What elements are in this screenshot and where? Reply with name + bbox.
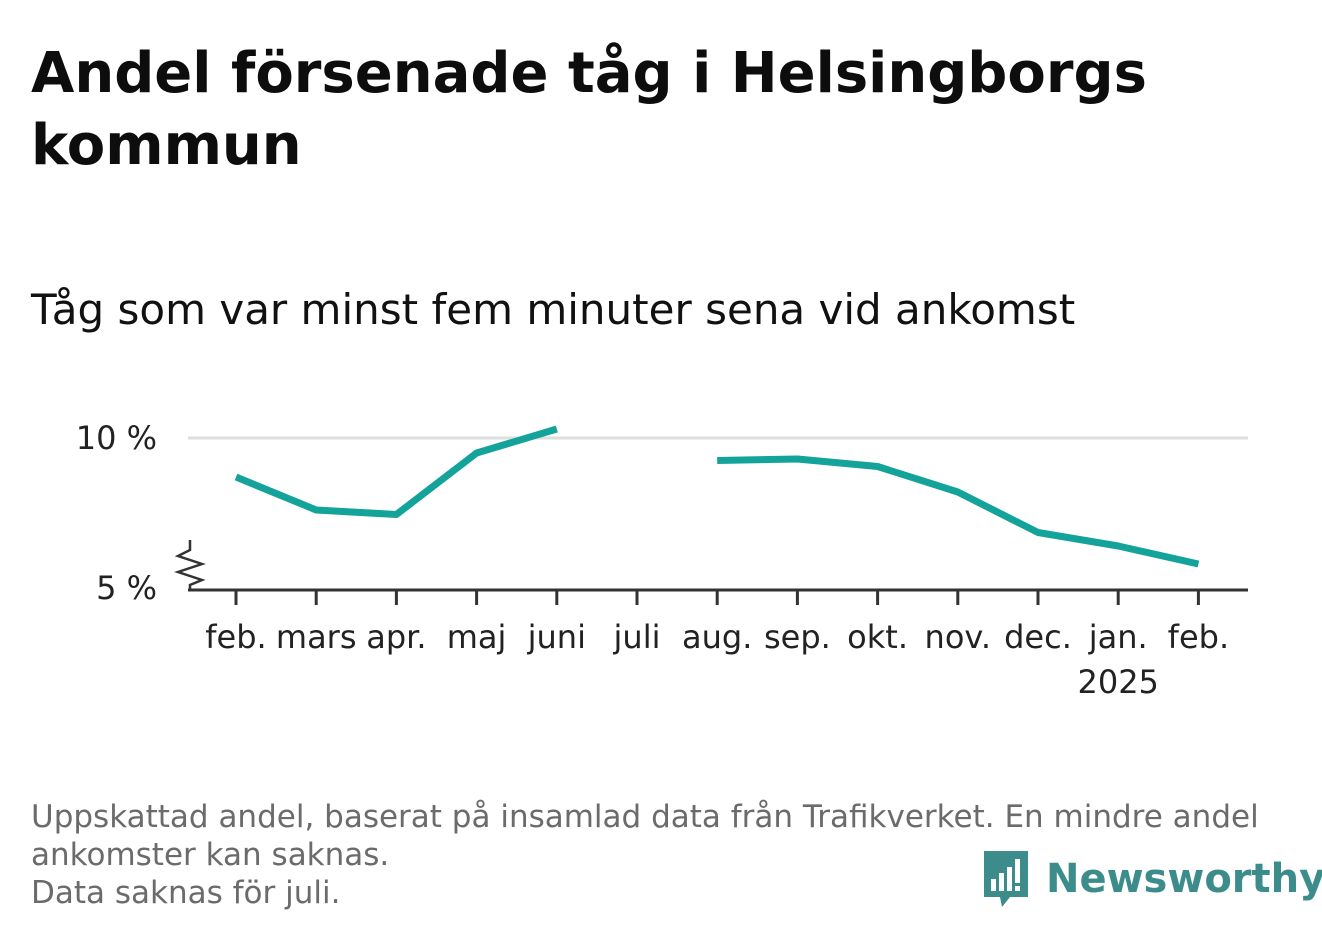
x-tick-label: maj — [447, 618, 507, 656]
footnote-line: Uppskattad andel, baserat på insamlad da… — [31, 799, 1259, 835]
x-tick-label: sep. — [764, 618, 831, 656]
x-tick-label: mars — [276, 618, 357, 656]
x-tick-label: aug. — [682, 618, 752, 656]
x-tick-labels: feb. mars apr. maj juni juli aug. sep. okt. nov. d… — [205, 618, 1229, 701]
footnote-line: Data saknas för juli. — [31, 875, 341, 911]
series-line — [234, 425, 558, 518]
x-tick-label: juni — [527, 618, 586, 656]
x-tick-label: feb. — [205, 618, 266, 656]
x-tick-label: dec. — [1004, 618, 1072, 656]
bar-chart-speech-bubble-icon — [984, 851, 1028, 907]
series — [234, 425, 1200, 568]
y-tick-label: 10 % — [76, 419, 157, 457]
x-tick-label: okt. — [847, 618, 908, 656]
x-tick-label: juli — [613, 618, 661, 656]
chart-subtitle: Tåg som var minst fem minuter sena vid a… — [31, 285, 1076, 334]
axis-break-icon — [174, 540, 206, 590]
brand-logo: Newsworthy — [980, 846, 1322, 912]
brand-name: Newsworthy — [1046, 856, 1322, 902]
x-axis — [174, 540, 1248, 605]
line-chart: 5 % 10 % feb. mars apr. maj juni juli aug. sep. o… — [76, 419, 1248, 701]
x-tick-label: apr. — [366, 618, 426, 656]
y-axis: 5 % 10 % — [76, 419, 157, 607]
x-tick-label: jan. — [1088, 618, 1148, 656]
y-tick-label: 5 % — [96, 569, 157, 607]
footnote: Uppskattad andel, baserat på insamlad da… — [31, 798, 1291, 912]
x-year-label: 2025 — [1077, 663, 1158, 701]
footnote-line: ankomster kan saknas. — [31, 837, 390, 873]
chart-title: Andel försenade tåg i Helsingborgs kommu… — [31, 41, 1147, 178]
series-line — [717, 455, 1200, 568]
x-tick-label: nov. — [925, 618, 991, 656]
x-tick-label: feb. — [1168, 618, 1229, 656]
